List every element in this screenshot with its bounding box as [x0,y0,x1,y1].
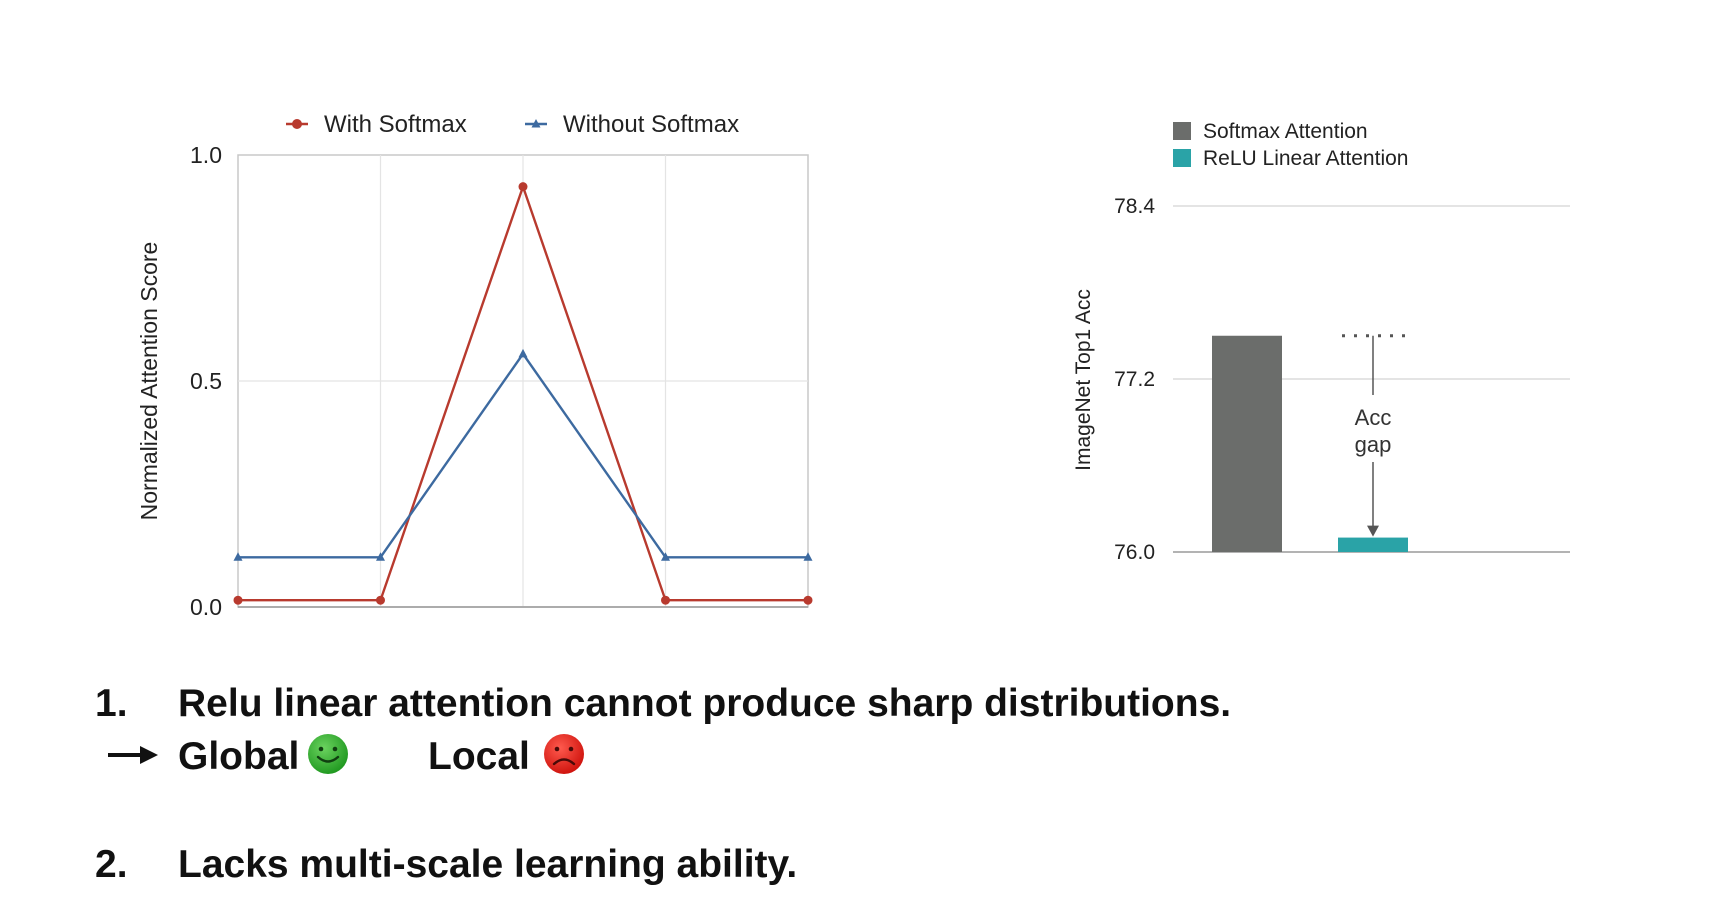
bar-y-tick-label: 76.0 [1114,541,1155,564]
legend-swatch-marker [531,119,541,128]
legend-label: With Softmax [324,111,467,138]
acc-gap-arrowhead [1367,525,1379,537]
bar-y-axis-label: ImageNet Top1 Acc [1072,289,1095,471]
line-point [233,552,243,561]
line-point [803,552,813,561]
legend-swatch-marker [292,119,302,129]
line-point [803,595,813,605]
line-point [518,348,528,358]
line-legend: With Softmax Without Softmax [286,111,739,138]
acc-gap-label: Acc [1355,405,1392,430]
bar-legend: Softmax Attention ReLU Linear Attention [1173,120,1408,170]
line-point [376,595,385,605]
legend-swatch [1173,149,1191,167]
bar-y-tick-label: 78.4 [1114,195,1155,218]
line-chart: 0.0 0.5 1.0 Normalized Attention Score With … [136,111,813,620]
line-y-axis-label: Normalized Attention Score [136,242,162,521]
legend-label: Softmax Attention [1203,120,1368,143]
legend-swatch [1173,122,1191,140]
bar-1 [1338,537,1408,552]
bar-y-tick-label: 77.2 [1114,368,1155,391]
line-point [661,595,670,605]
acc-gap-label: gap [1355,432,1392,457]
line-point [518,182,528,192]
line-point [661,552,670,561]
line-y-tick-label: 0.5 [190,368,222,394]
line-y-tick-label: 1.0 [190,142,222,168]
line-point [376,552,385,561]
line-point [233,595,243,605]
line-y-tick-label: 0.0 [190,594,222,620]
legend-label: Without Softmax [563,111,739,138]
legend-label: ReLU Linear Attention [1203,147,1408,170]
bar-0 [1212,335,1282,552]
